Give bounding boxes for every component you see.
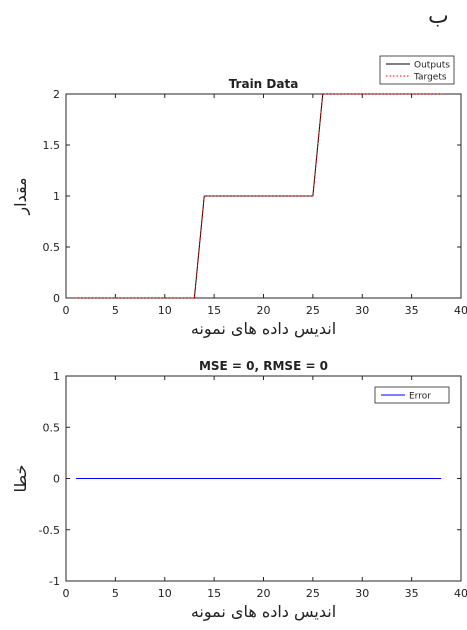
x-tick-label: 15 — [207, 587, 221, 600]
x-tick-label: 20 — [257, 587, 271, 600]
x-tick-label: 20 — [257, 304, 271, 317]
y-axis-label: خطا — [11, 465, 30, 493]
series-line-targets — [75, 93, 442, 299]
figure-label: ب — [428, 4, 449, 29]
x-tick-label: 5 — [112, 587, 119, 600]
x-tick-label: 35 — [405, 304, 419, 317]
x-tick-label: 5 — [112, 304, 119, 317]
x-tick-label: 10 — [158, 304, 172, 317]
x-tick-label: 0 — [63, 304, 70, 317]
x-tick-label: 25 — [306, 304, 320, 317]
y-axis-label: مقدار — [11, 177, 31, 215]
y-tick-label: -0.5 — [39, 524, 60, 537]
legend-entry-targets: Targets — [413, 73, 447, 83]
x-tick-label: 30 — [355, 587, 369, 600]
y-tick-label: 0 — [53, 292, 60, 305]
y-tick-label: 0.5 — [43, 241, 61, 254]
legend-box — [374, 386, 450, 404]
chart-title: MSE = 0, RMSE = 0 — [199, 359, 328, 373]
legend-box — [379, 55, 455, 85]
x-axis-label: اندیس داده های نمونه — [191, 602, 336, 622]
x-tick-label: 15 — [207, 304, 221, 317]
y-tick-label: 0.5 — [43, 421, 61, 434]
legend-entry-outputs: Outputs — [414, 61, 450, 71]
x-tick-label: 10 — [158, 587, 172, 600]
y-tick-label: 1 — [53, 190, 60, 203]
x-tick-label: 0 — [63, 587, 70, 600]
x-axis-label: اندیس داده های نمونه — [191, 319, 336, 339]
series-line-outputs — [75, 93, 442, 299]
x-tick-label: 35 — [405, 587, 419, 600]
y-tick-label: 2 — [53, 88, 60, 101]
y-tick-label: 1.5 — [43, 139, 61, 152]
x-tick-label: 40 — [454, 304, 467, 317]
y-tick-label: 0 — [53, 473, 60, 486]
x-tick-label: 40 — [454, 587, 467, 600]
legend-entry-error: Error — [409, 392, 431, 402]
y-tick-label: -1 — [49, 575, 60, 588]
chart-title: Train Data — [229, 77, 299, 91]
y-tick-label: 1 — [53, 370, 60, 383]
x-tick-label: 25 — [306, 587, 320, 600]
x-tick-label: 30 — [355, 304, 369, 317]
